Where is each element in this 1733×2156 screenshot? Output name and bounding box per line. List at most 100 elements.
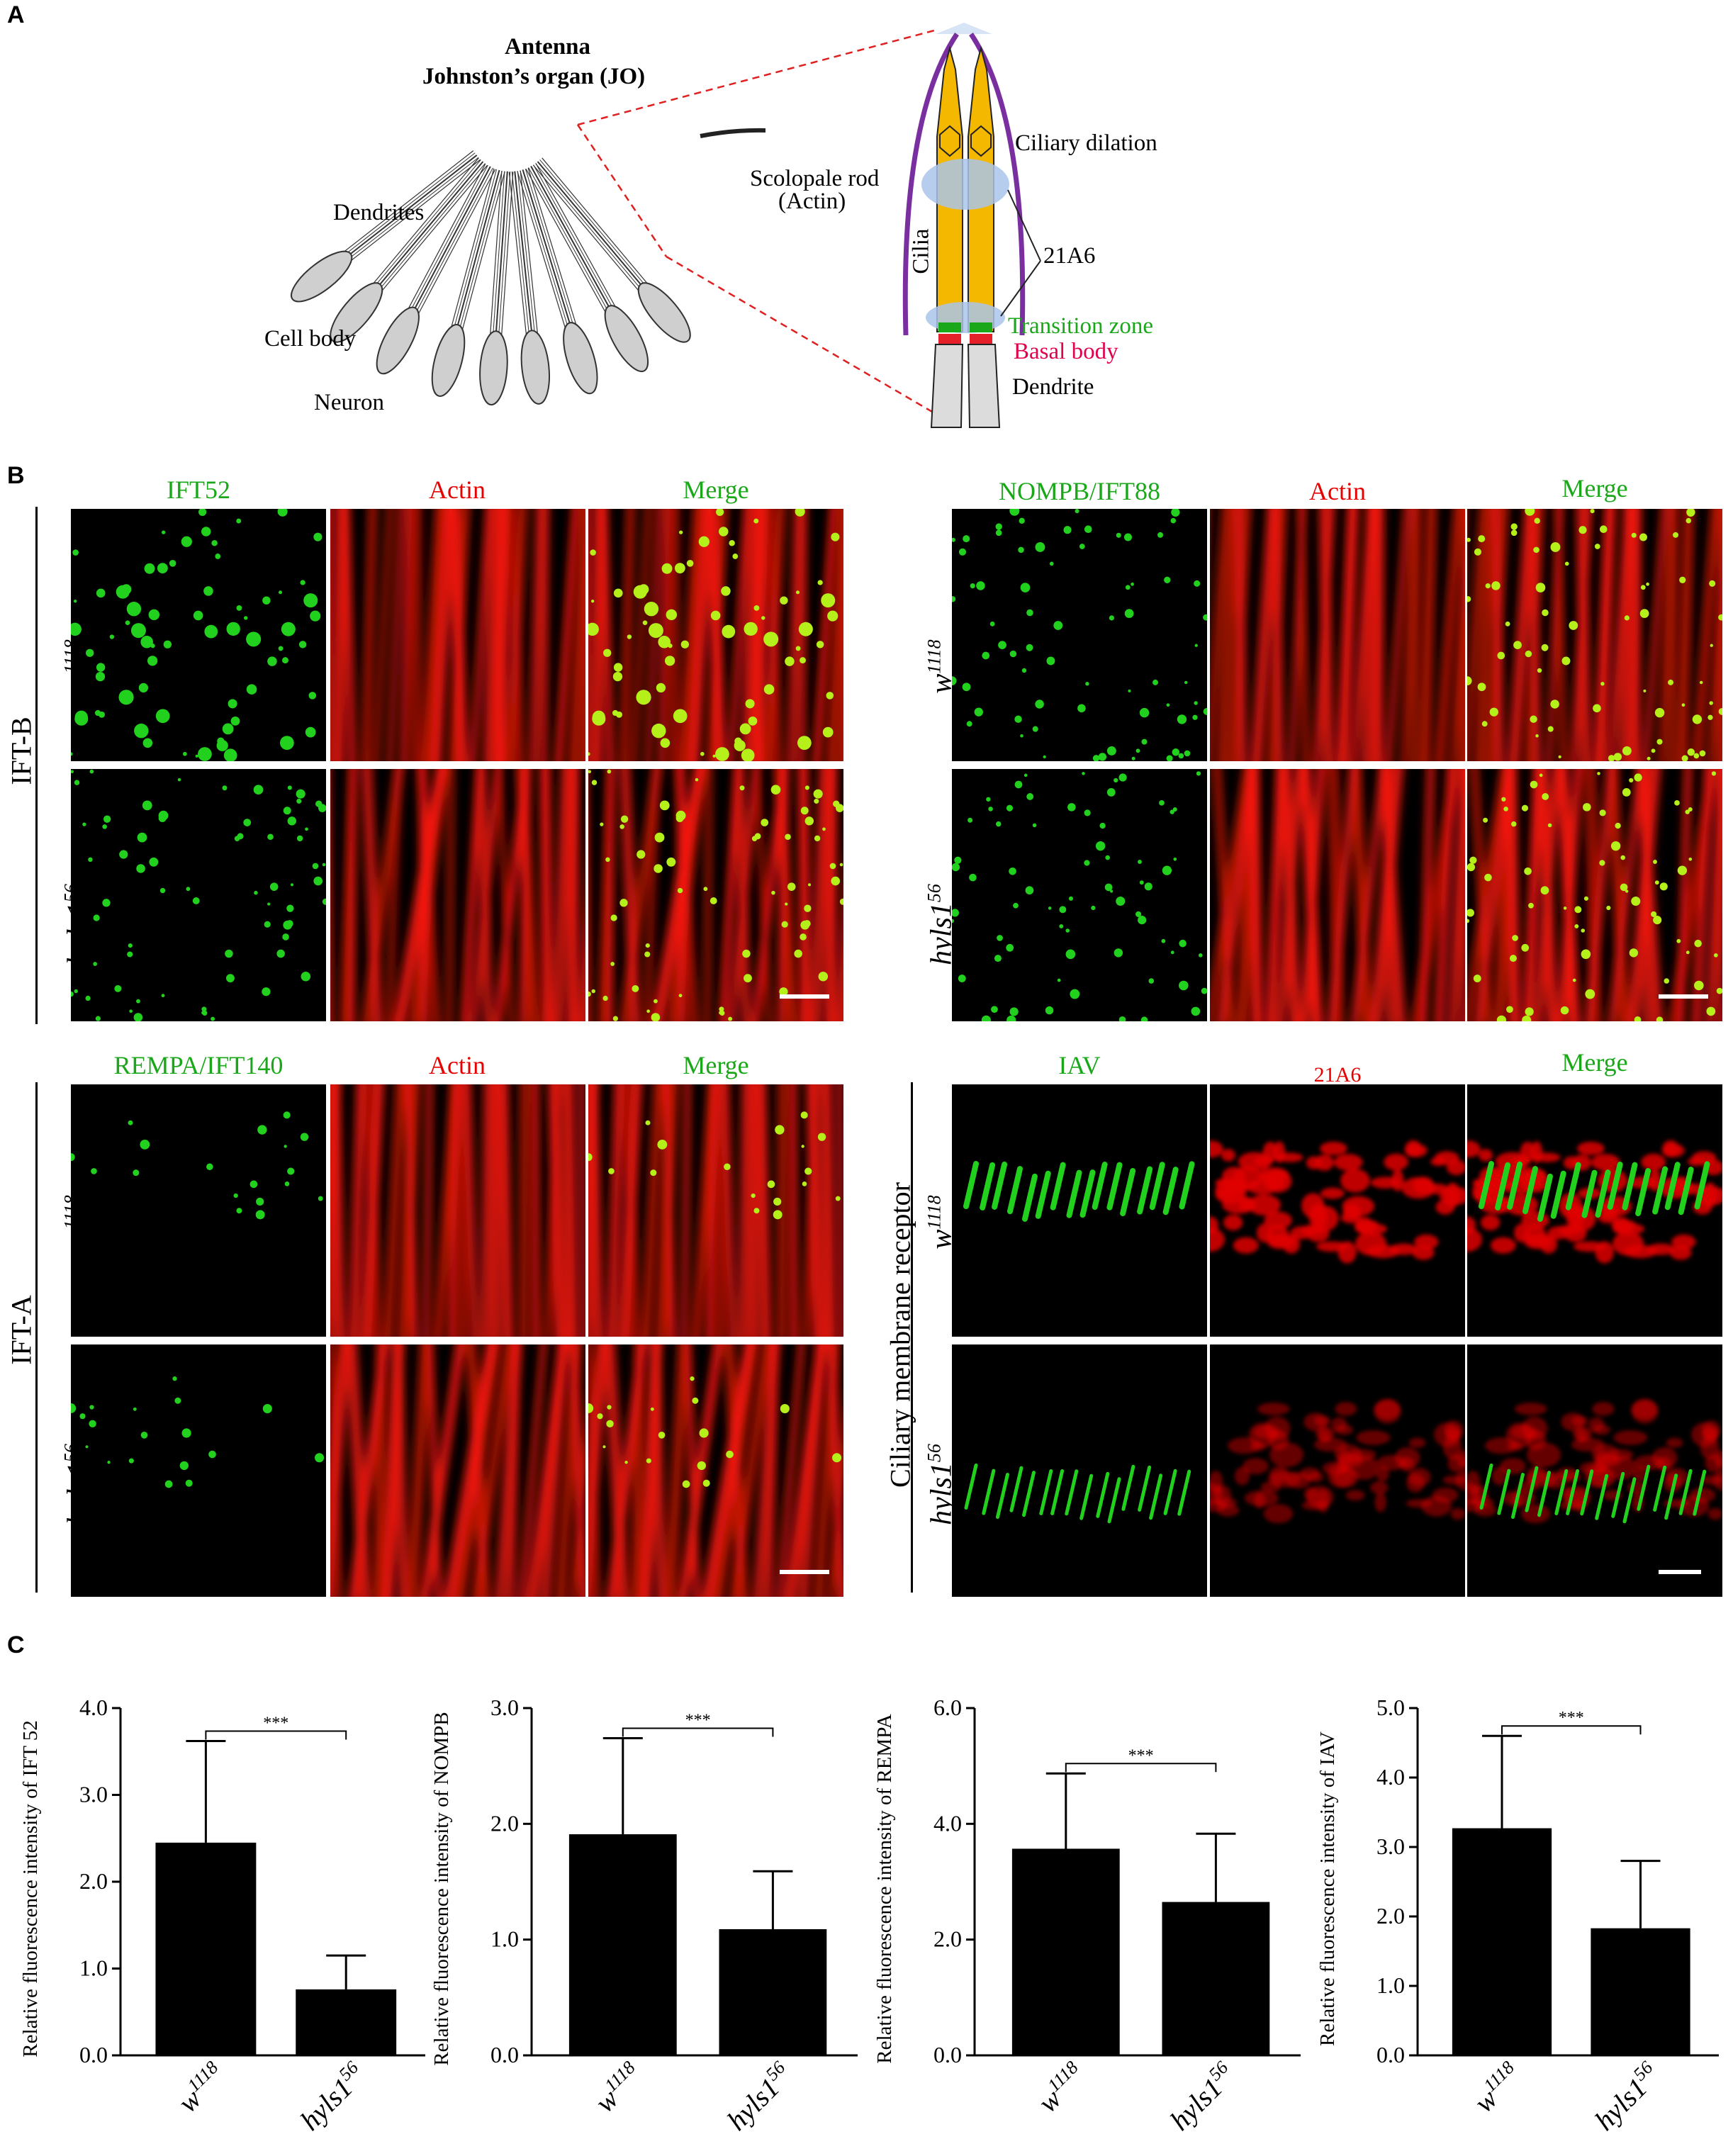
zoom-lines [576, 28, 938, 416]
micrograph-q3-r1-merge [588, 1084, 843, 1337]
cilia-label: Cilia [908, 228, 934, 274]
q2-col2-title: Actin [1309, 477, 1366, 505]
jo-neuron-fan-diagram [283, 128, 765, 407]
scolopidium-diagram [902, 23, 1041, 428]
significance-bracket [622, 1727, 774, 1737]
q3-col2-title: Actin [429, 1051, 486, 1079]
ift-b-label: IFT-B [5, 717, 38, 785]
ift-b-bracket [35, 507, 38, 1024]
bar [155, 1842, 257, 2055]
y-tick-label: 4.0 [1376, 1764, 1405, 1790]
significance-bracket [1501, 1725, 1642, 1735]
micrograph-q1-r2-merge [588, 769, 843, 1021]
micrograph-q4-r1-merge [1467, 1084, 1722, 1337]
scale-bar [780, 994, 829, 999]
ift-a-bracket [35, 1082, 38, 1593]
micrograph-q1-r2-green [71, 769, 326, 1021]
q4-col1-title: IAV [1058, 1051, 1101, 1079]
significance-bracket [205, 1730, 347, 1740]
micrograph-q3-r1-green [71, 1084, 326, 1337]
bar [1162, 1902, 1270, 2055]
y-tick-label: 3.0 [490, 1695, 519, 1720]
bar-chart-3: 0.0 2.0 4.0 6.0 Relative fluorescence intens… [875, 1695, 1301, 2136]
x-tick-label: w1118 [587, 2057, 649, 2118]
micrograph-q4-r2-red [1210, 1344, 1465, 1597]
panel-letter-b: B [7, 462, 25, 489]
x-tick-label: w1118 [1030, 2057, 1092, 2118]
panel-letter-c: C [7, 1632, 25, 1658]
bar-chart-1: 0.0 1.0 2.0 3.0 4.0 Relative fluorescence int… [19, 1695, 425, 2136]
significance-label: *** [263, 1714, 288, 1733]
ciliary-dilation-label: Ciliary dilation [1015, 130, 1157, 156]
y-tick-label: 5.0 [1376, 1695, 1405, 1720]
y-tick-label: 4.0 [79, 1695, 108, 1720]
x-tick-label: w1118 [170, 2057, 232, 2118]
micrograph-q2-r1-red [1210, 509, 1465, 761]
x-tick-label: hyls156 [1587, 2057, 1666, 2136]
micrograph-q2-r1-merge [1467, 509, 1722, 761]
antibody-21a6-label: 21A6 [1043, 243, 1096, 269]
y-axis-label: Relative fluorescence intensity of NOMPB [432, 1712, 453, 2065]
q2-col3-title: Merge [1561, 474, 1628, 502]
cell-body-label: Cell body [264, 326, 357, 352]
y-tick-label: 0.0 [490, 2042, 519, 2067]
neuron-label: Neuron [314, 390, 384, 415]
y-tick-label: 2.0 [79, 1868, 108, 1894]
significance-label: *** [1559, 1709, 1584, 1727]
micrograph-q2-r2-merge [1467, 769, 1722, 1021]
y-tick-label: 1.0 [79, 1955, 108, 1981]
ciliary-membrane-receptor-label: Ciliary membrane receptor [884, 1182, 916, 1488]
y-tick-label: 3.0 [79, 1782, 108, 1807]
panel-letter-a: A [7, 1, 25, 28]
y-tick-label: 1.0 [1376, 1972, 1405, 1998]
q1-col3-title: Merge [683, 476, 749, 504]
y-tick-label: 2.0 [490, 1810, 519, 1836]
y-tick-label: 0.0 [933, 2042, 962, 2067]
micrograph-q4-r1-green [952, 1084, 1207, 1337]
q1-col2-title: Actin [429, 476, 486, 504]
micrograph-q3-r2-red [330, 1344, 585, 1597]
q4-col2-title: 21A6 [1313, 1063, 1362, 1087]
q3-col3-title: Merge [683, 1051, 749, 1079]
y-axis-label: Relative fluorescence intensity of IAV [1318, 1731, 1339, 2046]
johnstons-organ-label: Johnston’s organ (JO) [422, 64, 646, 89]
bar [296, 1989, 397, 2055]
significance-bracket [1065, 1763, 1217, 1773]
q2-col1-title: NOMPB/IFT88 [998, 477, 1161, 505]
micrograph-q4-r1-red [1210, 1084, 1465, 1337]
y-tick-label: 1.0 [490, 1926, 519, 1952]
basal-body-label: Basal body [1014, 339, 1118, 364]
micrograph-q1-r1-merge [588, 509, 843, 761]
bar [1452, 1828, 1552, 2055]
scale-bar [1659, 994, 1708, 999]
scale-bar [780, 1570, 829, 1574]
q4-col3-title: Merge [1561, 1048, 1628, 1077]
bar [1011, 1848, 1120, 2055]
bar [1591, 1928, 1690, 2055]
micrograph-q4-r2-merge [1467, 1344, 1722, 1597]
bar-chart-2: 0.0 1.0 2.0 3.0 Relative fluorescence intens… [432, 1695, 858, 2136]
y-tick-label: 0.0 [79, 2042, 108, 2067]
dendrite-label: Dendrite [1012, 374, 1094, 400]
bar [719, 1928, 827, 2055]
micrograph-q2-r2-green [952, 769, 1207, 1021]
y-tick-label: 2.0 [1376, 1903, 1405, 1928]
x-tick-label: hyls156 [719, 2057, 799, 2136]
micrograph-q3-r1-red [330, 1084, 585, 1337]
y-tick-label: 3.0 [1376, 1834, 1405, 1859]
bar [568, 1834, 677, 2055]
micrograph-q4-r2-green [952, 1344, 1207, 1597]
scolopale-rod-label: Scolopale rod [750, 166, 880, 191]
micrograph-q3-r2-merge [588, 1344, 843, 1597]
significance-label: *** [1128, 1746, 1154, 1765]
cmr-bracket [911, 1082, 913, 1593]
antenna-label: Antenna [505, 34, 591, 60]
micrograph-q1-r1-green [71, 509, 326, 761]
y-tick-label: 2.0 [933, 1926, 962, 1952]
y-tick-label: 6.0 [933, 1695, 962, 1720]
dendrites-label: Dendrites [333, 200, 425, 225]
transition-zone-label: Transition zone [1008, 313, 1154, 339]
scale-bar [1659, 1570, 1701, 1574]
q1-col1-title: IFT52 [167, 476, 230, 504]
scolopale-rod-actin-label: (Actin) [778, 189, 846, 214]
